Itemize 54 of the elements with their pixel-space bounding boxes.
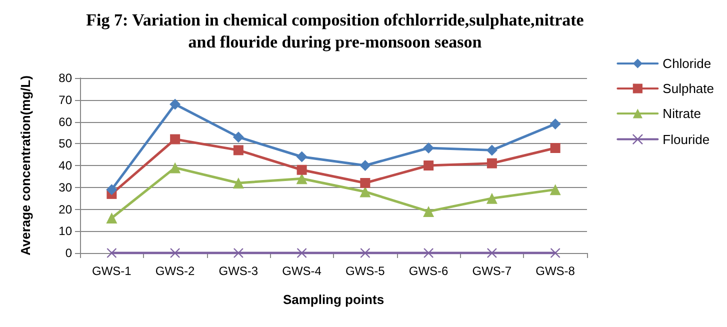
legend-label: Flouride <box>662 132 710 147</box>
y-tick-label: 10 <box>58 224 72 238</box>
point <box>550 143 560 153</box>
x-tick-label: GWS-6 <box>408 264 449 278</box>
y-tick-label: 0 <box>65 246 72 260</box>
y-tick-label: 30 <box>58 180 72 194</box>
point <box>550 248 560 258</box>
point <box>170 162 181 174</box>
point <box>296 164 307 175</box>
y-axis-title: Average concentration(mg/L) <box>18 75 33 256</box>
point <box>486 248 498 258</box>
legend-label: Nitrate <box>662 106 701 121</box>
point <box>170 248 180 258</box>
point <box>424 160 434 170</box>
point <box>360 248 370 258</box>
point <box>106 248 117 258</box>
point <box>233 145 244 156</box>
point <box>106 184 118 196</box>
point <box>486 144 498 156</box>
point <box>486 192 498 204</box>
y-tick-label: 70 <box>58 92 72 107</box>
x-axis-title: Sampling points <box>282 292 384 307</box>
point <box>423 142 434 154</box>
point <box>360 160 371 171</box>
y-tick-label: 50 <box>58 136 72 151</box>
y-tick-label: 40 <box>58 158 72 172</box>
legend-label: Sulphate <box>662 81 714 96</box>
y-tick-label: 80 <box>58 71 72 85</box>
point <box>170 134 180 144</box>
x-tick-label: GWS-1 <box>92 264 132 278</box>
chart-title: Fig 7: Variation in chemical composition ofchlorride,sulphate,nitrate and flouride during pre-monsoon season <box>86 10 584 52</box>
x-tick-label: GWS-4 <box>282 264 322 278</box>
x-tick-label: GWS-7 <box>472 264 512 278</box>
point <box>423 206 434 217</box>
x-tick-label: GWS-8 <box>536 264 576 278</box>
point <box>232 178 244 188</box>
point <box>233 248 244 258</box>
point <box>106 212 118 224</box>
point <box>296 173 308 184</box>
legend-label: Chloride <box>662 56 712 71</box>
point <box>232 132 244 143</box>
x-tick-label: GWS-3 <box>218 264 258 278</box>
point <box>360 178 370 188</box>
y-tick-label: 20 <box>58 202 72 216</box>
y-tick-label: 60 <box>58 114 72 129</box>
x-tick-label: GWS-2 <box>155 264 196 278</box>
point <box>296 248 307 258</box>
x-tick-label: GWS-5 <box>346 264 386 278</box>
point <box>296 151 308 162</box>
point <box>486 158 497 168</box>
point <box>550 118 561 130</box>
point <box>550 184 561 196</box>
point <box>170 98 181 110</box>
point <box>423 248 434 258</box>
